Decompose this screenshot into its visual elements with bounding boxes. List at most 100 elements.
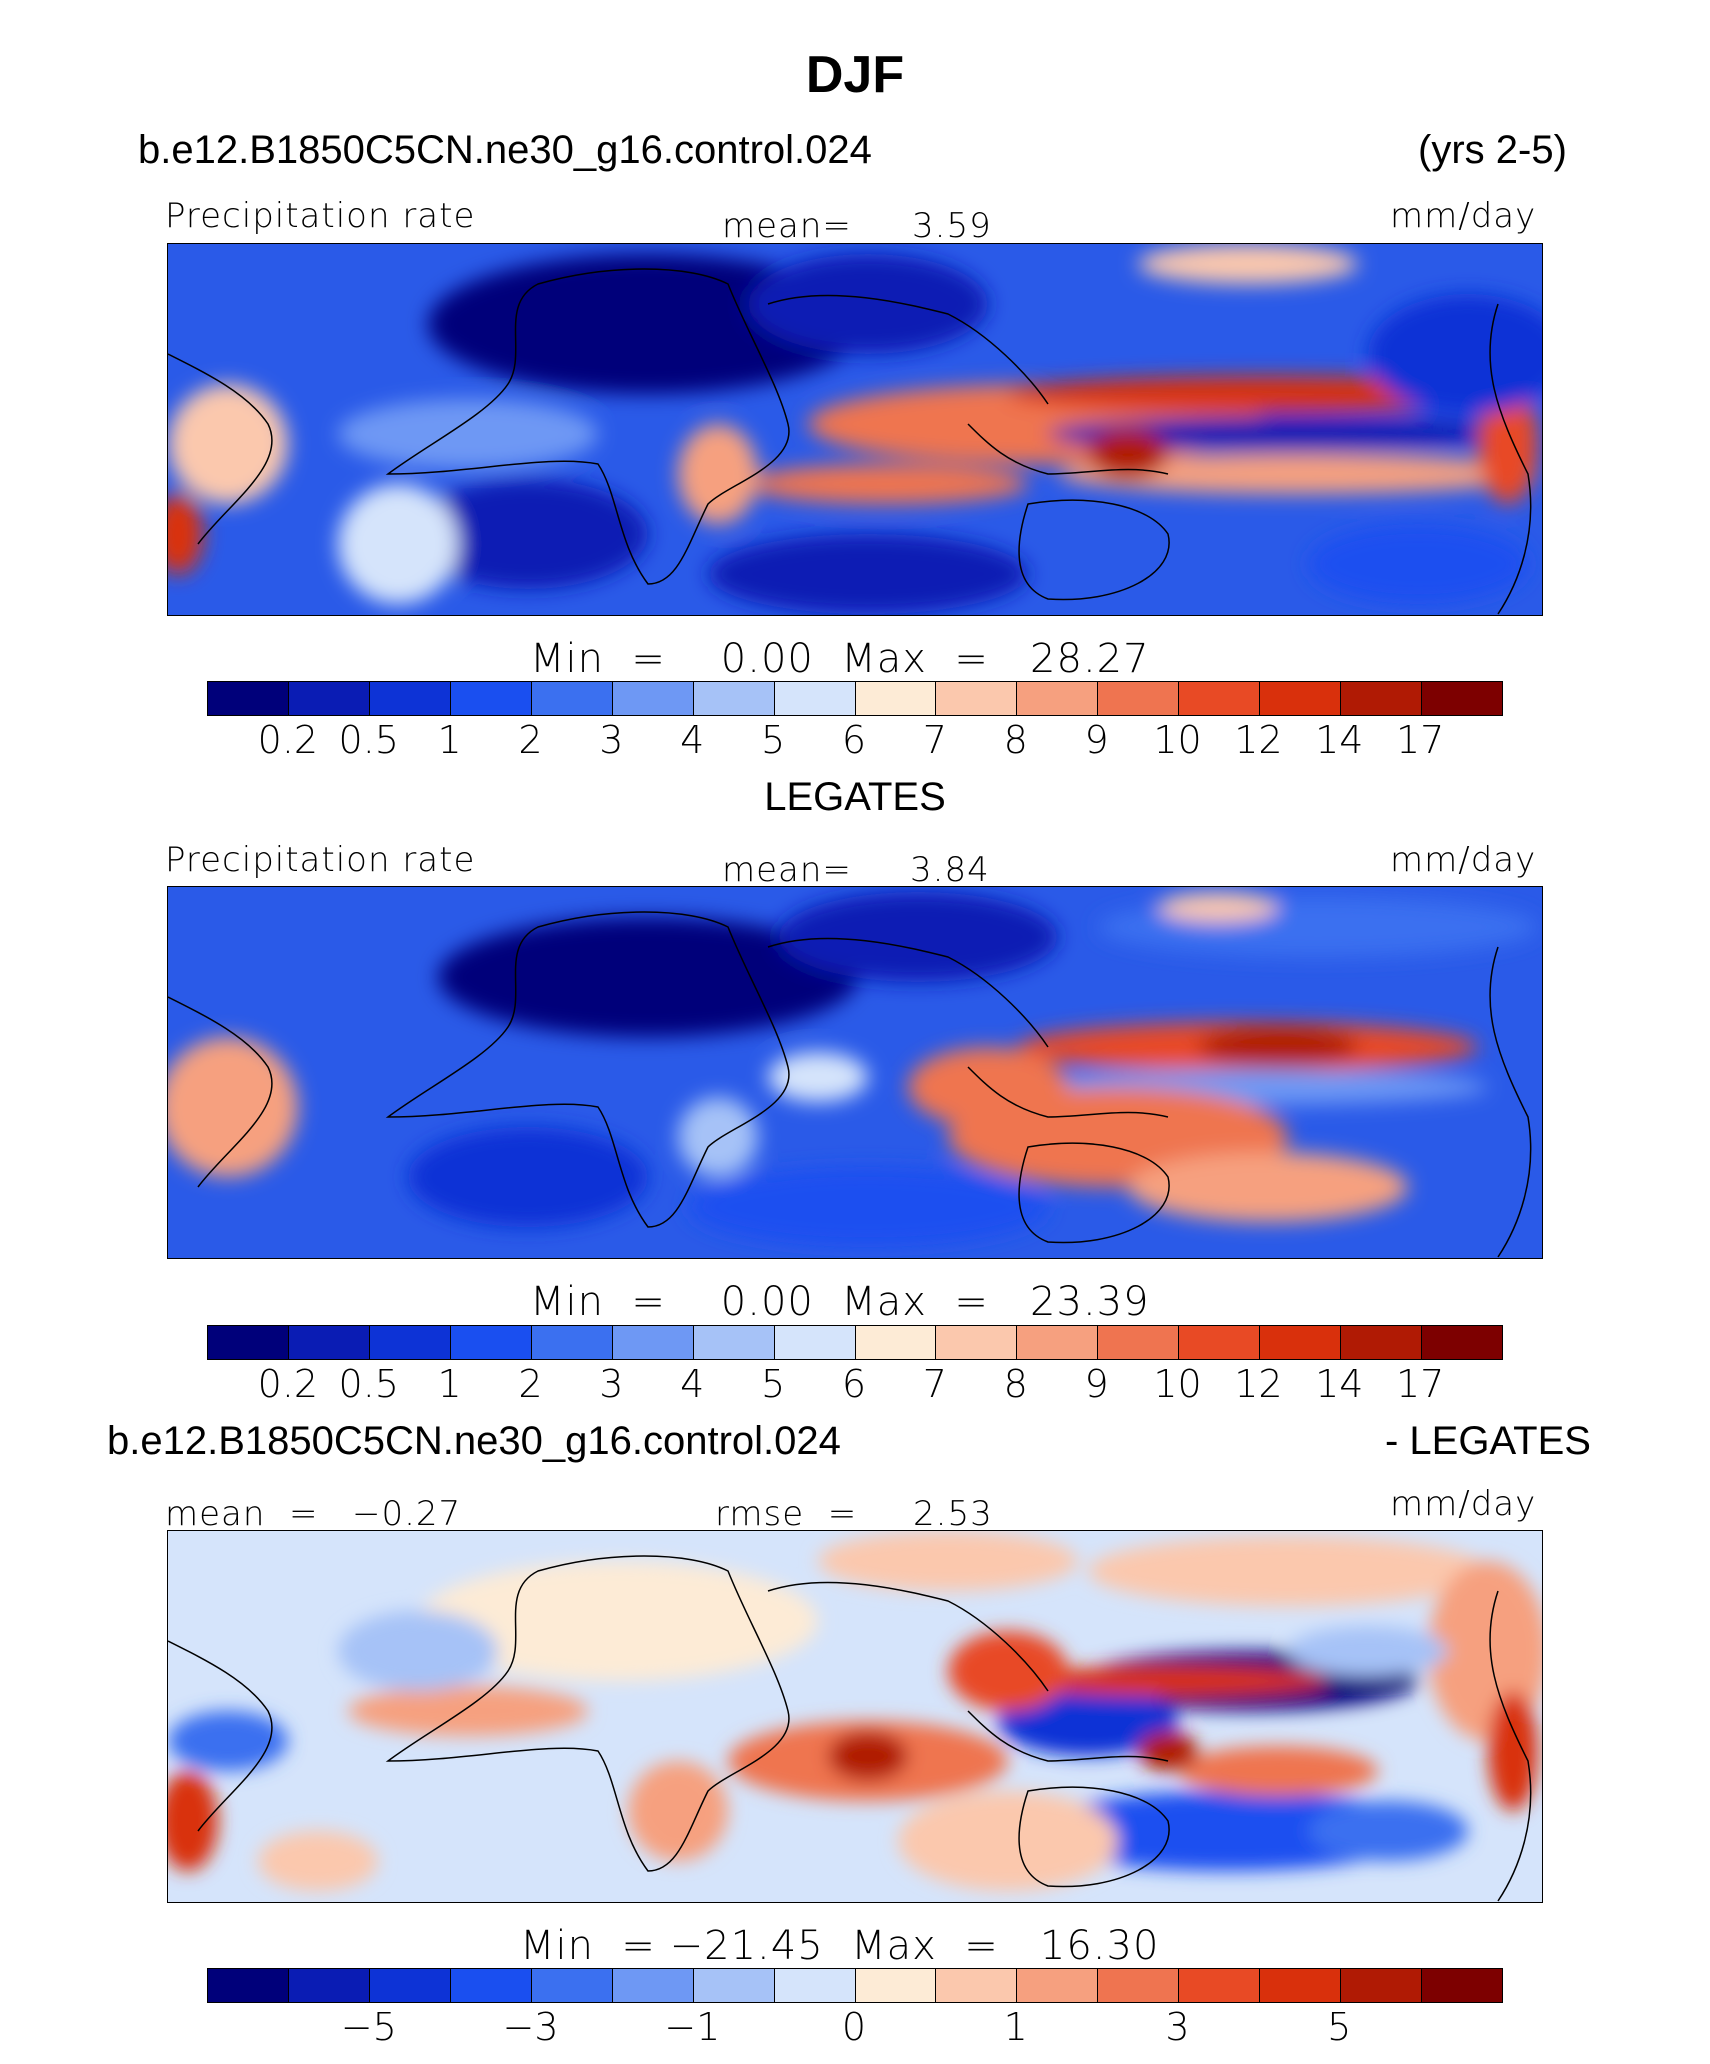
colorbar-swatch [288,682,370,715]
colorbar-swatch [774,682,856,715]
colorbar-swatch [450,1969,532,2002]
colorbar-swatch [936,682,1018,715]
panel2-units: mm/day [1390,840,1537,880]
colorbar-swatch [1341,1969,1423,2002]
panel2-mean-value: 3.84 [910,850,990,890]
panel1-mean-value: 3.59 [912,206,992,246]
colorbar-swatch [208,1969,289,2002]
colorbar-swatch [1260,1969,1342,2002]
colorbar-swatch [693,682,775,715]
colorbar-tick-label: 10 [1153,1362,1202,1406]
colorbar-swatch [369,1326,451,1359]
panel1-colorbar-ticks: 0.2 0.5 1 2 3 4 5 6 7 8 9 10 12 14 17 [207,718,1501,762]
panel3-colorbar-ticks: −5 −3 −1 0 1 3 5 [207,2005,1501,2049]
colorbar-tick-label: 8 [1003,1362,1028,1406]
colorbar-swatch [855,682,937,715]
panel3-mean-value: −0.27 [352,1494,462,1534]
panel2-minmax: Min = 0.00 Max = 23.39 [530,1279,1150,1325]
colorbar-tick-label: −5 [340,2005,397,2049]
colorbar-swatch [450,682,532,715]
colorbar-tick-label: 0.5 [338,718,399,762]
colorbar-swatch [1017,1326,1099,1359]
colorbar-tick-label: 2 [518,718,543,762]
panel1-variable: Precipitation rate [165,196,476,236]
colorbar-swatch [855,1326,937,1359]
colorbar-swatch [208,682,289,715]
colorbar-tick-label: 0 [841,2005,867,2049]
colorbar-tick-label: 5 [1327,2005,1352,2049]
colorbar-tick-label: 8 [1003,718,1028,762]
colorbar-swatch [369,1969,451,2002]
case-name: b.e12.B1850C5CN.ne30_g16.control.024 [138,128,872,172]
colorbar-swatch [1341,682,1423,715]
colorbar-swatch [936,1969,1018,2002]
colorbar-tick-label: −3 [502,2005,559,2049]
panel3-minmax: Min = −21.45 Max = 16.30 [520,1923,1160,1969]
panel3-units: mm/day [1390,1484,1537,1524]
colorbar-swatch [531,1969,613,2002]
colorbar-swatch [1179,682,1261,715]
panel2-colorbar-ticks: 0.2 0.5 1 2 3 4 5 6 7 8 9 10 12 14 17 [207,1362,1501,1406]
colorbar-tick-label: 9 [1084,718,1109,762]
colorbar-swatch [936,1326,1018,1359]
colorbar-tick-label: 1 [1003,2005,1028,2049]
colorbar-swatch [1341,1326,1423,1359]
colorbar-tick-label: 17 [1395,1362,1445,1406]
panel3-title-left: b.e12.B1850C5CN.ne30_g16.control.024 [107,1419,841,1463]
panel1-map [167,243,1543,616]
colorbar-tick-label: 1 [437,1362,462,1406]
colorbar-swatch [855,1969,937,2002]
colorbar-tick-label: 3 [599,1362,624,1406]
colorbar-swatch [369,682,451,715]
colorbar-tick-label: 9 [1084,1362,1109,1406]
colorbar-swatch [1260,682,1342,715]
colorbar-tick-label: 4 [680,1362,705,1406]
panel1-mean-label: mean= [722,206,852,246]
colorbar-swatch [450,1326,532,1359]
colorbar-swatch [1098,1969,1180,2002]
panel3-title-right: - LEGATES [1385,1419,1591,1463]
colorbar-tick-label: 7 [922,1362,947,1406]
colorbar-tick-label: 6 [841,1362,867,1406]
colorbar-tick-label: 17 [1395,718,1445,762]
panel3-colorbar [207,1968,1503,2003]
panel1-units: mm/day [1390,196,1537,236]
colorbar-swatch [774,1326,856,1359]
colorbar-tick-label: 5 [761,718,786,762]
figure-title: DJF [805,46,905,104]
colorbar-swatch [1098,1326,1180,1359]
colorbar-swatch [612,1326,694,1359]
panel3-map [167,1530,1543,1903]
panel3-rmse-value: 2.53 [913,1494,993,1534]
colorbar-swatch [1017,1969,1099,2002]
panel2-colorbar [207,1325,1503,1360]
panel2-mean-label: mean= [722,850,852,890]
colorbar-swatch [1179,1326,1261,1359]
colorbar-tick-label: 3 [1165,2005,1190,2049]
colorbar-tick-label: 6 [841,718,867,762]
colorbar-tick-label: 10 [1153,718,1202,762]
colorbar-swatch [1260,1326,1342,1359]
colorbar-tick-label: 0.2 [257,1362,319,1406]
colorbar-tick-label: 4 [680,718,705,762]
panel2-title: LEGATES [764,775,946,819]
colorbar-tick-label: 14 [1315,718,1364,762]
colorbar-swatch [208,1326,289,1359]
panel3-mean-label: mean = [165,1494,319,1534]
colorbar-swatch [612,1969,694,2002]
colorbar-swatch [1098,682,1180,715]
colorbar-tick-label: 12 [1234,718,1283,762]
colorbar-tick-label: 14 [1315,1362,1364,1406]
colorbar-tick-label: 5 [761,1362,786,1406]
colorbar-swatch [288,1969,370,2002]
colorbar-swatch [531,1326,613,1359]
colorbar-swatch [1422,1969,1502,2002]
colorbar-tick-label: 3 [599,718,624,762]
years-label: (yrs 2-5) [1418,128,1567,172]
colorbar-tick-label: −1 [664,2005,721,2049]
colorbar-swatch [693,1969,775,2002]
panel2-variable: Precipitation rate [165,840,476,880]
colorbar-tick-label: 1 [437,718,462,762]
colorbar-tick-label: 7 [922,718,947,762]
colorbar-tick-label: 0.2 [257,718,319,762]
